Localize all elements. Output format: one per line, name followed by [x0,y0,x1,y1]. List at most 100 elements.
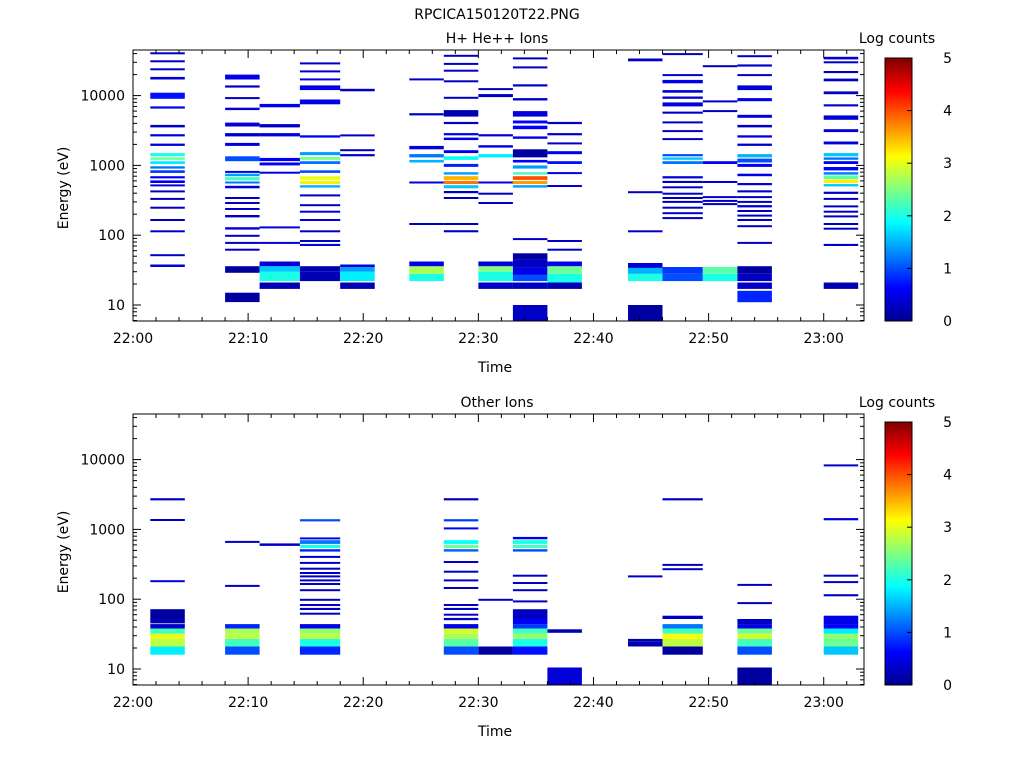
heatmap-cell [737,200,772,203]
heatmap-cell [737,282,772,289]
heatmap-cell [662,90,703,93]
colorbar [885,58,912,321]
heatmap-cell [443,624,479,629]
heatmap-cell [443,604,479,606]
heatmap-cell [662,638,703,647]
heatmap-cell [512,165,548,169]
heatmap-cell [443,185,479,189]
heatmap-cell [737,241,772,244]
heatmap-cell [340,88,375,92]
heatmap-cell [299,161,341,164]
heatmap-cell [259,241,300,244]
heatmap-cell [662,180,703,183]
heatmap-cell [150,638,185,647]
heatmap-cell [443,570,479,573]
heatmap-cell [443,223,479,225]
colorbar-tick-label: 2 [943,573,952,589]
heatmap-cell [225,177,260,181]
heatmap-cell [478,134,513,137]
heatmap-cell [150,124,185,128]
heatmap-cell [443,54,479,57]
heatmap-cell [299,240,341,242]
heatmap-cell [512,66,548,69]
heatmap-cell [737,646,772,655]
heatmap-cell [737,633,772,639]
heatmap-cell [628,191,663,194]
heatmap-cell [823,646,859,655]
heatmap-cell [443,110,479,117]
heatmap-cell [299,555,341,558]
heatmap-cell [150,190,185,193]
heatmap-cell [443,197,479,199]
heatmap-cell [299,152,341,156]
heatmap-cell [737,124,772,128]
plot-frame [132,413,865,686]
heatmap-cell [737,290,772,303]
heatmap-cell [547,185,582,187]
heatmap-cell [823,141,859,145]
heatmap-cell [340,149,375,152]
heatmap-cell [662,79,703,84]
heatmap-cell [443,191,479,194]
heatmap-cell [259,162,300,166]
colorbar-tick-label: 1 [943,625,952,641]
heatmap-cell [259,261,300,267]
colorbar-tick-label: 3 [943,156,952,172]
heatmap-cell [823,638,859,647]
heatmap-cell [737,85,772,91]
heatmap-cell [299,598,341,601]
heatmap-cell [150,157,185,160]
colorbar-tick-label: 5 [943,51,952,67]
heatmap-cell [547,629,582,633]
heatmap-cell [259,103,300,108]
heatmap-cell [150,176,185,179]
heatmap-cell [662,53,703,56]
x-tick-label: 22:00 [113,331,153,347]
panel-title: H+ He++ Ions [446,31,549,47]
heatmap-cell [512,638,548,647]
y-tick-label: 1000 [89,522,125,538]
heatmap-cell [150,68,185,71]
heatmap-cell [662,138,703,141]
heatmap-cell [823,574,859,577]
heatmap-cell [662,102,703,107]
heatmap-cell [478,598,513,601]
heatmap-cell [512,253,548,260]
heatmap-cell [299,519,341,522]
heatmap-cell [628,230,663,233]
heatmap-cell [225,74,260,80]
heatmap-cell [299,638,341,647]
heatmap-cell [443,180,479,185]
heatmap-cell [823,157,859,160]
heatmap-cell [512,136,548,139]
heatmap-cell [150,619,185,624]
heatmap-cells [150,464,859,685]
heatmap-cell [443,579,479,582]
heatmap-cell [443,230,479,233]
heatmap-cell [150,580,185,583]
y-tick-label: 100 [98,228,125,244]
heatmap-cell [662,646,703,655]
heatmap-cell [547,240,582,242]
heatmap-cell [628,58,663,62]
x-tick-label: 22:50 [688,331,728,347]
heatmap-cell [823,210,859,213]
heatmap-cell [225,142,260,146]
heatmap-cell [150,153,185,157]
heatmap-cell [702,161,738,164]
heatmap-cell [512,185,548,188]
plot-frame [132,49,865,322]
heatmap-cell [547,121,582,125]
y-axis-ticks: 10 100 1000 10000 [80,53,864,321]
heatmap-cell [299,243,341,246]
heatmap-cell [478,94,513,98]
heatmap-cell [512,589,548,592]
heatmap-cell [225,173,260,177]
heatmap-cell [823,197,859,200]
x-tick-label: 22:30 [458,331,498,347]
heatmap-cell [662,568,703,571]
heatmap-cell [737,583,772,586]
heatmap-cell [662,217,703,220]
heatmap-cell [512,582,548,584]
panel-other-ions: Other Ions Log counts 22:00 22:10 22:20 22:… [56,395,952,740]
